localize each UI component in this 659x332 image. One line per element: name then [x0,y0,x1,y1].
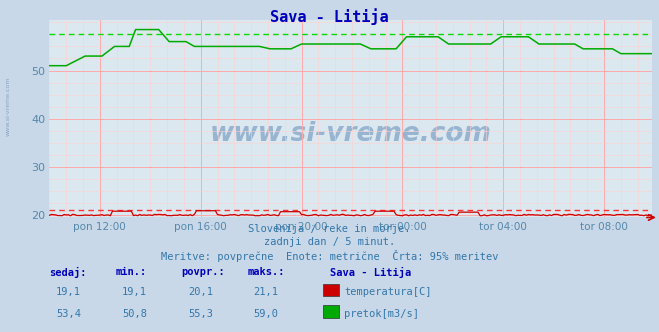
Text: Sava - Litija: Sava - Litija [270,8,389,25]
Text: sedaj:: sedaj: [49,267,87,278]
Text: 20,1: 20,1 [188,287,213,297]
Text: 50,8: 50,8 [122,309,147,319]
Text: Sava - Litija: Sava - Litija [330,267,411,278]
Text: Slovenija / reke in morje.: Slovenija / reke in morje. [248,224,411,234]
Text: zadnji dan / 5 minut.: zadnji dan / 5 minut. [264,237,395,247]
Text: 59,0: 59,0 [254,309,279,319]
Text: maks.:: maks.: [247,267,285,277]
Text: Meritve: povprečne  Enote: metrične  Črta: 95% meritev: Meritve: povprečne Enote: metrične Črta:… [161,250,498,262]
Text: 21,1: 21,1 [254,287,279,297]
Text: 55,3: 55,3 [188,309,213,319]
Text: temperatura[C]: temperatura[C] [344,287,432,297]
Text: povpr.:: povpr.: [181,267,225,277]
Text: pretok[m3/s]: pretok[m3/s] [344,309,419,319]
Text: min.:: min.: [115,267,146,277]
Text: 53,4: 53,4 [56,309,81,319]
Text: www.si-vreme.com: www.si-vreme.com [5,76,11,136]
Text: www.si-vreme.com: www.si-vreme.com [210,122,492,147]
Text: 19,1: 19,1 [56,287,81,297]
Text: 19,1: 19,1 [122,287,147,297]
